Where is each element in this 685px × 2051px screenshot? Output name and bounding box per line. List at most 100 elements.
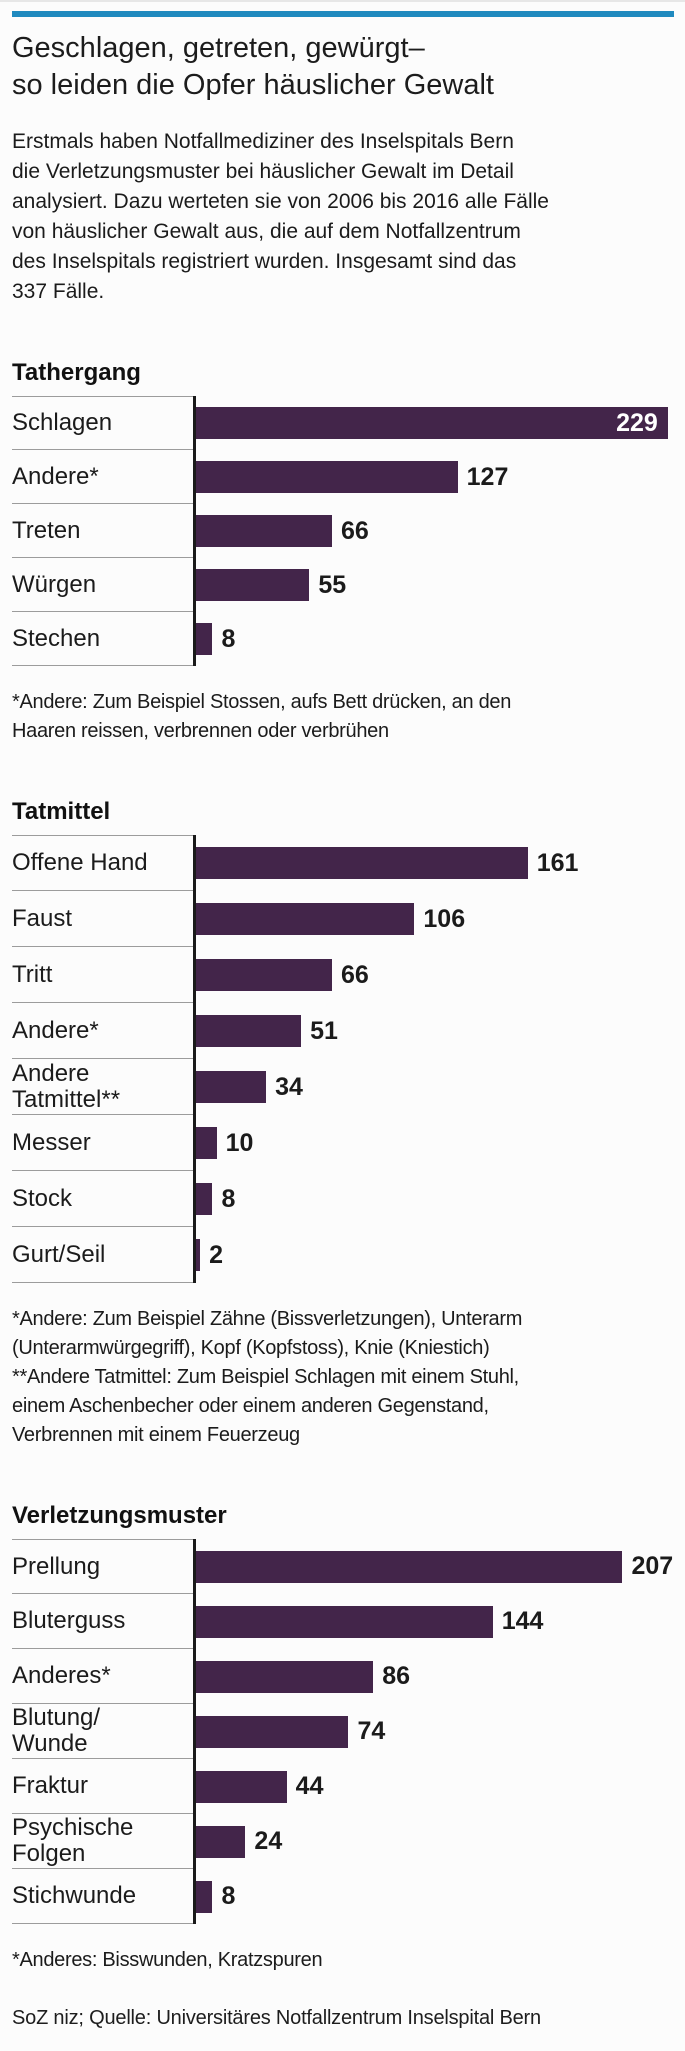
value-label: 86	[382, 1662, 410, 1690]
bar-track: 44	[193, 1759, 674, 1814]
chart-row: Messer 10	[12, 1115, 674, 1171]
chart-footnote: *Andere: Zum Beispiel Zähne (Bissverletz…	[12, 1308, 523, 1446]
category-label: Anderes*	[12, 1649, 193, 1704]
page-title: Geschlagen, getreten, gewürgt– so leiden…	[12, 32, 494, 101]
bar	[196, 515, 332, 547]
category-label: Tritt	[12, 947, 193, 1003]
value-label: 144	[501, 1607, 544, 1635]
bar-track: 55	[193, 558, 674, 612]
value-label: 44	[295, 1772, 324, 1800]
bar-track: 8	[193, 612, 674, 666]
bar-track: 66	[193, 947, 674, 1003]
value-label: 8	[221, 1184, 236, 1213]
charts-container: Tathergang Schlagen 229 Andere* 127 Treten 66 W…	[12, 359, 674, 1975]
source-line: SoZ niz; Quelle: Universitäres Notfallze…	[12, 2007, 541, 2029]
chart-tatmittel: Tatmittel Offene Hand 161 Faust 106 Tritt 66 An…	[12, 798, 674, 1450]
value-label: 207	[631, 1552, 674, 1580]
category-label: Blutung/ Wunde	[12, 1704, 193, 1759]
category-label: Stechen	[12, 612, 193, 666]
category-label: Andere*	[12, 450, 193, 504]
bar-track: 229	[193, 396, 674, 450]
bar-track: 86	[193, 1649, 674, 1704]
value-label: 106	[423, 904, 466, 933]
chart-row: Tritt 66	[12, 947, 674, 1003]
bar-track: 66	[193, 504, 674, 558]
chart-row: Anderes* 86	[12, 1649, 674, 1704]
chart-title: Tathergang	[12, 359, 141, 386]
chart-row: Blutung/ Wunde 74	[12, 1704, 674, 1759]
bar-track: 10	[193, 1115, 674, 1171]
chart-row: Schlagen 229	[12, 396, 674, 450]
bar-track: 24	[193, 1814, 674, 1869]
value-label: 66	[340, 960, 369, 989]
category-label: Stock	[12, 1171, 193, 1227]
bar-track: 106	[193, 891, 674, 947]
bar	[196, 569, 310, 601]
bar-track: 74	[193, 1704, 674, 1759]
chart-title: Tatmittel	[12, 798, 111, 825]
chart-row: Treten 66	[12, 504, 674, 558]
chart-footnote: *Anderes: Bisswunden, Kratzspuren	[12, 1949, 323, 1971]
bar	[196, 623, 213, 655]
value-label: 2	[209, 1240, 224, 1269]
chart-row: Würgen 55	[12, 558, 674, 612]
bar	[196, 903, 415, 935]
bar	[196, 1183, 213, 1215]
bar-track: 51	[193, 1003, 674, 1059]
category-label: Schlagen	[12, 396, 193, 450]
chart-row: Gurt/Seil 2	[12, 1227, 674, 1283]
bar	[196, 847, 528, 879]
value-label: 10	[225, 1128, 254, 1157]
bar	[196, 1071, 267, 1103]
value-label: 51	[310, 1016, 338, 1045]
intro-text: Erstmals haben Notfallmediziner des Inse…	[12, 130, 549, 303]
category-label: Gurt/Seil	[12, 1227, 193, 1283]
bar-track: 2	[193, 1227, 674, 1283]
chart-footnote: *Andere: Zum Beispiel Stossen, aufs Bett…	[12, 691, 512, 742]
bar-track: 127	[193, 450, 674, 504]
category-label: Psychische Folgen	[12, 1814, 193, 1869]
bar-track: 34	[193, 1059, 674, 1115]
chart-row: Fraktur 44	[12, 1759, 674, 1814]
chart-row: Andere* 51	[12, 1003, 674, 1059]
chart-row: Andere* 127	[12, 450, 674, 504]
value-label: 8	[221, 624, 236, 653]
bar: 229	[196, 407, 668, 439]
chart-row: Prellung 207	[12, 1539, 674, 1594]
chart-row: Psychische Folgen 24	[12, 1814, 674, 1869]
bar	[196, 1660, 374, 1693]
value-label: 74	[357, 1717, 386, 1745]
value-label: 24	[254, 1827, 283, 1855]
value-label: 66	[340, 516, 369, 545]
category-label: Faust	[12, 891, 193, 947]
bar	[196, 959, 332, 991]
bar	[196, 1605, 493, 1638]
bar	[196, 1880, 213, 1913]
category-label: Prellung	[12, 1539, 193, 1594]
category-label: Fraktur	[12, 1759, 193, 1814]
bar	[196, 1550, 623, 1583]
chart-row: Stechen 8	[12, 612, 674, 666]
value-label: 34	[275, 1072, 303, 1101]
bar	[196, 1715, 349, 1748]
bar-track: 8	[193, 1869, 674, 1924]
chart-row: Stichwunde 8	[12, 1869, 674, 1924]
category-label: Andere Tatmittel**	[12, 1059, 193, 1115]
chart-row: Andere Tatmittel** 34	[12, 1059, 674, 1115]
value-label: 8	[221, 1882, 236, 1910]
chart-rows: Offene Hand 161 Faust 106 Tritt 66 Andere* 51 An…	[12, 835, 674, 1283]
category-label: Andere*	[12, 1003, 193, 1059]
chart-verletzungsmuster: Verletzungsmuster Prellung 207 Bluterguss 14…	[12, 1502, 674, 1975]
value-label: 229	[616, 408, 658, 437]
bar-track: 8	[193, 1171, 674, 1227]
bar-track: 144	[193, 1594, 674, 1649]
value-label: 55	[318, 570, 347, 599]
bar	[196, 1770, 287, 1803]
bar	[196, 1825, 246, 1858]
accent-bar	[12, 11, 674, 17]
bar	[196, 1239, 201, 1271]
chart-tathergang: Tathergang Schlagen 229 Andere* 127 Treten 66 W…	[12, 359, 674, 746]
chart-rows: Prellung 207 Bluterguss 144 Anderes* 86 Blutun…	[12, 1539, 674, 1924]
chart-row: Faust 106	[12, 891, 674, 947]
category-label: Würgen	[12, 558, 193, 612]
